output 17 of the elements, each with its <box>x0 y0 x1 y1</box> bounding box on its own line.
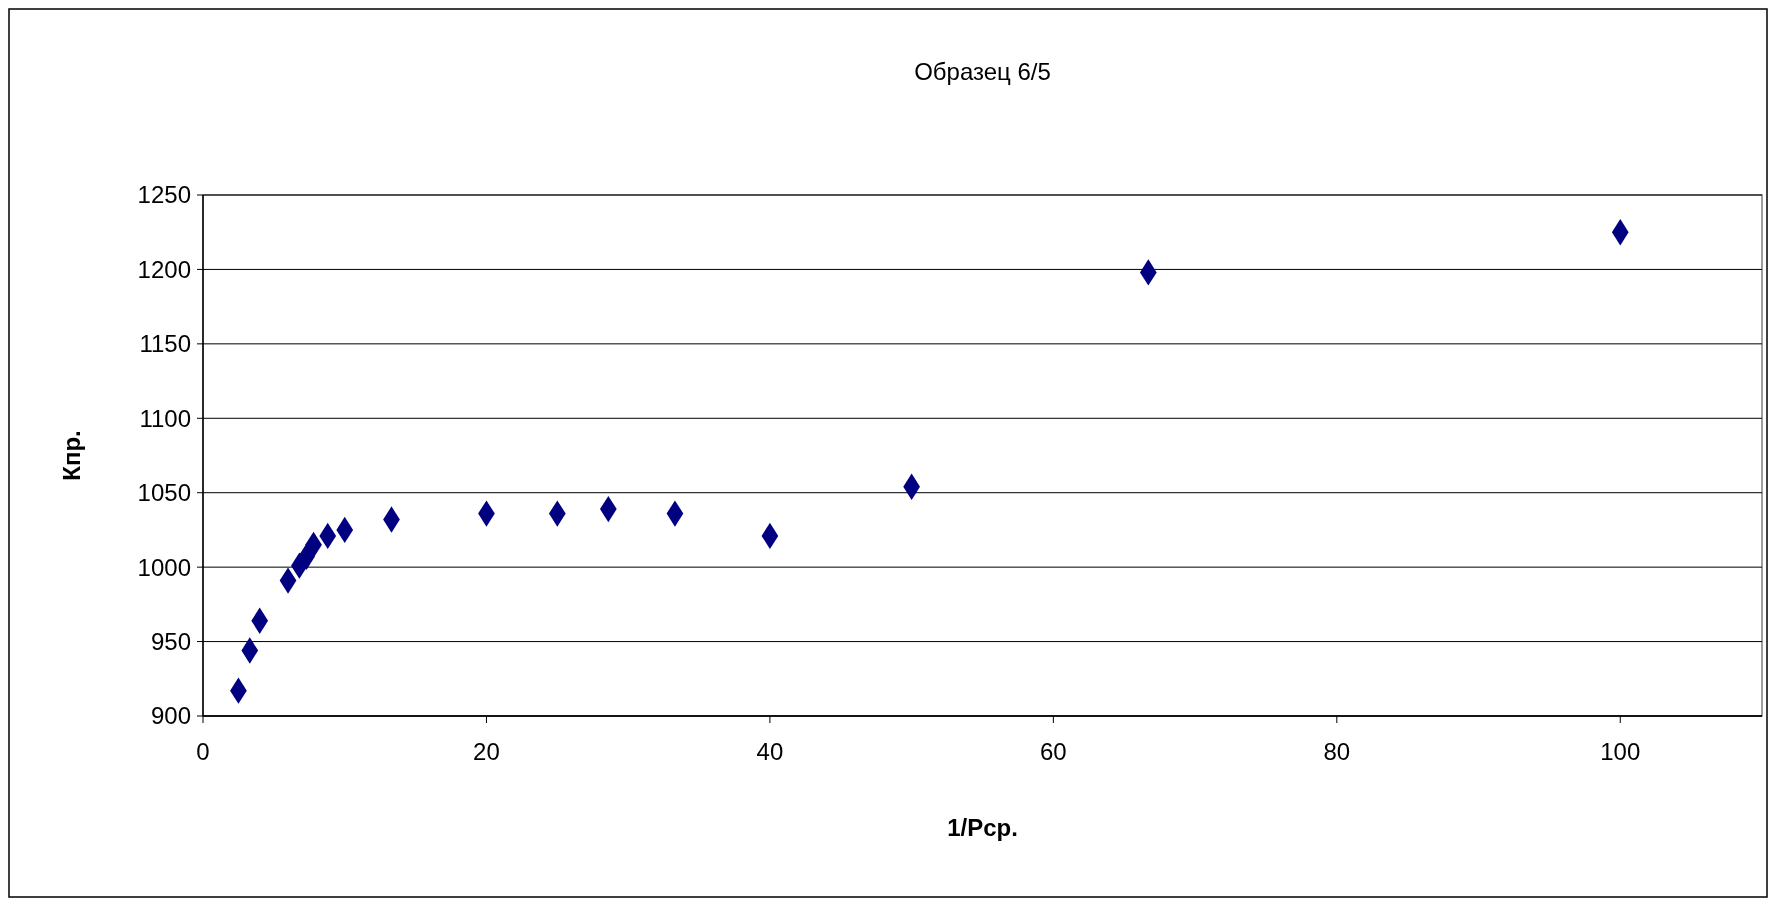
x-tick-label: 0 <box>196 738 210 765</box>
y-tick-label: 1200 <box>137 255 191 283</box>
y-tick-label: 1250 <box>137 181 191 209</box>
y-axis-title: Кпр. <box>58 430 85 481</box>
x-tick-label: 100 <box>1600 738 1641 765</box>
x-axis-title: 1/Pср. <box>947 814 1018 841</box>
y-tick-label: 900 <box>150 702 191 730</box>
x-tick-label: 20 <box>473 738 500 765</box>
y-tick-label: 1000 <box>137 553 191 581</box>
y-tick-label: 950 <box>150 627 191 655</box>
y-tick-label: 1050 <box>137 479 191 507</box>
y-tick-label: 1150 <box>139 330 191 358</box>
x-tick-label: 40 <box>756 738 784 765</box>
chart-title: Образец 6/5 <box>914 58 1051 85</box>
x-tick-label: 80 <box>1323 738 1351 765</box>
y-tick-label: 1100 <box>139 404 191 432</box>
x-tick-label: 60 <box>1040 738 1067 765</box>
